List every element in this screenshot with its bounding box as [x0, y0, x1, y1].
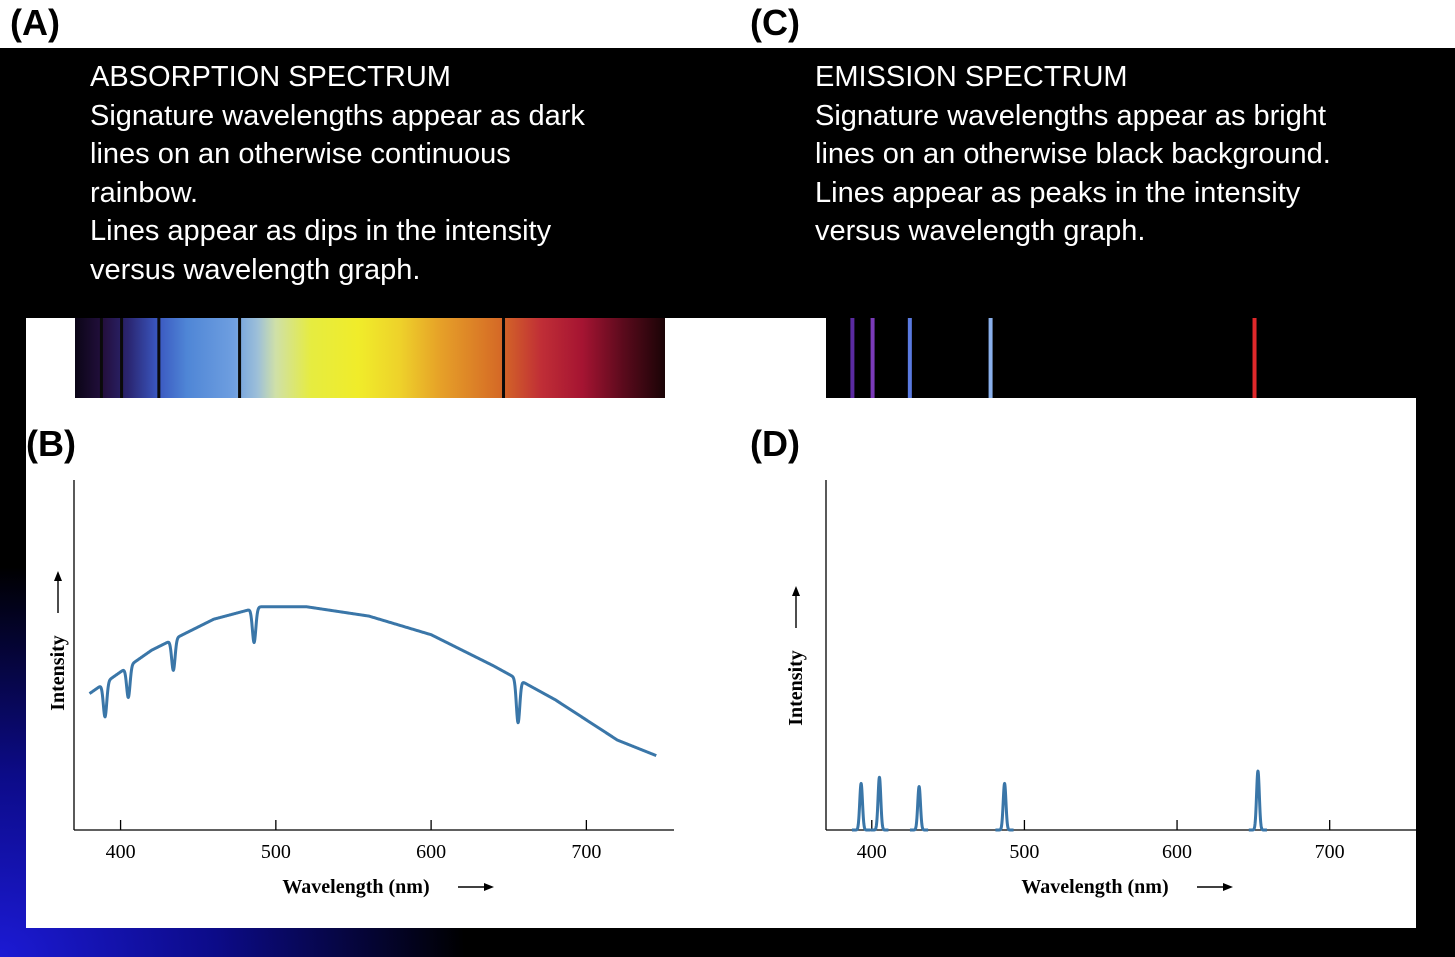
emission-line-397 — [850, 318, 855, 398]
chart-b-x-arrow-head — [484, 883, 494, 891]
absorption-chart: 400 500 600 700 Wavelength (nm) Intensity — [47, 480, 674, 898]
emission-peak-487 — [994, 782, 1015, 832]
absorption-title: ABSORPTION SPECTRUM — [90, 61, 451, 93]
strip-margin-left — [26, 318, 75, 398]
absorption-line-486 — [238, 318, 242, 398]
chart-d-xtick-label-500: 500 — [1009, 841, 1039, 863]
emission-line-4: versus wavelength graph. — [815, 215, 1146, 247]
panel-label-c: (C) — [750, 2, 800, 43]
absorption-line-2: lines on an otherwise continuous — [90, 138, 511, 170]
emission-line-656 — [1252, 318, 1257, 398]
chart-d-y-arrow-head — [792, 586, 800, 596]
emission-chart-panel: (D) 400 500 600 700 Wavelength (nm) Intensity — [700, 398, 1416, 928]
emission-peak-653 — [1247, 769, 1269, 832]
emission-line-410 — [870, 318, 875, 398]
absorption-line-434 — [157, 318, 161, 398]
panel-label-d: (D) — [750, 423, 800, 464]
absorption-intensity-curve — [88, 605, 658, 757]
emission-line-2: lines on an otherwise black background. — [815, 138, 1331, 170]
emission-line-486 — [988, 318, 993, 398]
chart-d-xtick-label-700: 700 — [1315, 841, 1345, 863]
absorption-line-397 — [99, 318, 103, 398]
absorption-line-3: rainbow. — [90, 176, 199, 209]
emission-peak-431 — [908, 785, 930, 832]
absorption-description: ABSORPTION SPECTRUM Signature wavelength… — [90, 58, 585, 289]
absorption-line-5: versus wavelength graph. — [90, 253, 421, 286]
panel-label-b: (B) — [26, 423, 76, 464]
strip-margin-middle — [665, 318, 826, 398]
chart-b-xtick-label-700: 700 — [571, 841, 601, 863]
chart-d-y-axis-label: Intensity — [785, 650, 807, 726]
absorption-spectrum-strip — [75, 318, 665, 398]
emission-peak-405 — [868, 775, 890, 832]
chart-d-xtick-label-400: 400 — [857, 841, 887, 863]
chart-b-x-axis-label: Wavelength (nm) — [282, 876, 429, 898]
chart-b-xtick-label-500: 500 — [261, 841, 291, 863]
chart-b-xtick-label-400: 400 — [106, 841, 136, 863]
chart-d-x-axis-label: Wavelength (nm) — [1021, 876, 1168, 898]
emission-title: EMISSION SPECTRUM — [815, 61, 1128, 93]
absorption-line-410 — [120, 318, 124, 398]
emission-line-434 — [907, 318, 912, 398]
chart-b-xtick-label-600: 600 — [416, 841, 446, 863]
chart-d-xtick-label-600: 600 — [1162, 841, 1192, 863]
absorption-line-1: Signature wavelengths appear as dark — [90, 99, 585, 132]
emission-description: EMISSION SPECTRUM Signature wavelengths … — [815, 58, 1331, 251]
absorption-line-656 — [502, 318, 506, 398]
panel-label-a: (A) — [10, 2, 60, 43]
chart-b-y-arrow-head — [54, 571, 62, 581]
emission-peak-393 — [850, 782, 872, 832]
emission-chart: 400 500 600 700 Wavelength (nm) Intensity — [785, 480, 1416, 898]
chart-d-x-arrow-head — [1223, 883, 1233, 891]
emission-spectrum-strip — [826, 318, 1416, 398]
chart-b-y-axis-label: Intensity — [47, 635, 69, 711]
emission-lines — [850, 318, 1257, 398]
emission-line-1: Signature wavelengths appear as bright — [815, 99, 1327, 132]
absorption-lines — [99, 318, 506, 398]
emission-line-3: Lines appear as peaks in the intensity — [815, 176, 1301, 209]
absorption-chart-panel: (B) 400 500 600 700 Wavelength (nm) Intensity — [26, 398, 700, 928]
absorption-line-4: Lines appear as dips in the intensity — [90, 215, 552, 247]
